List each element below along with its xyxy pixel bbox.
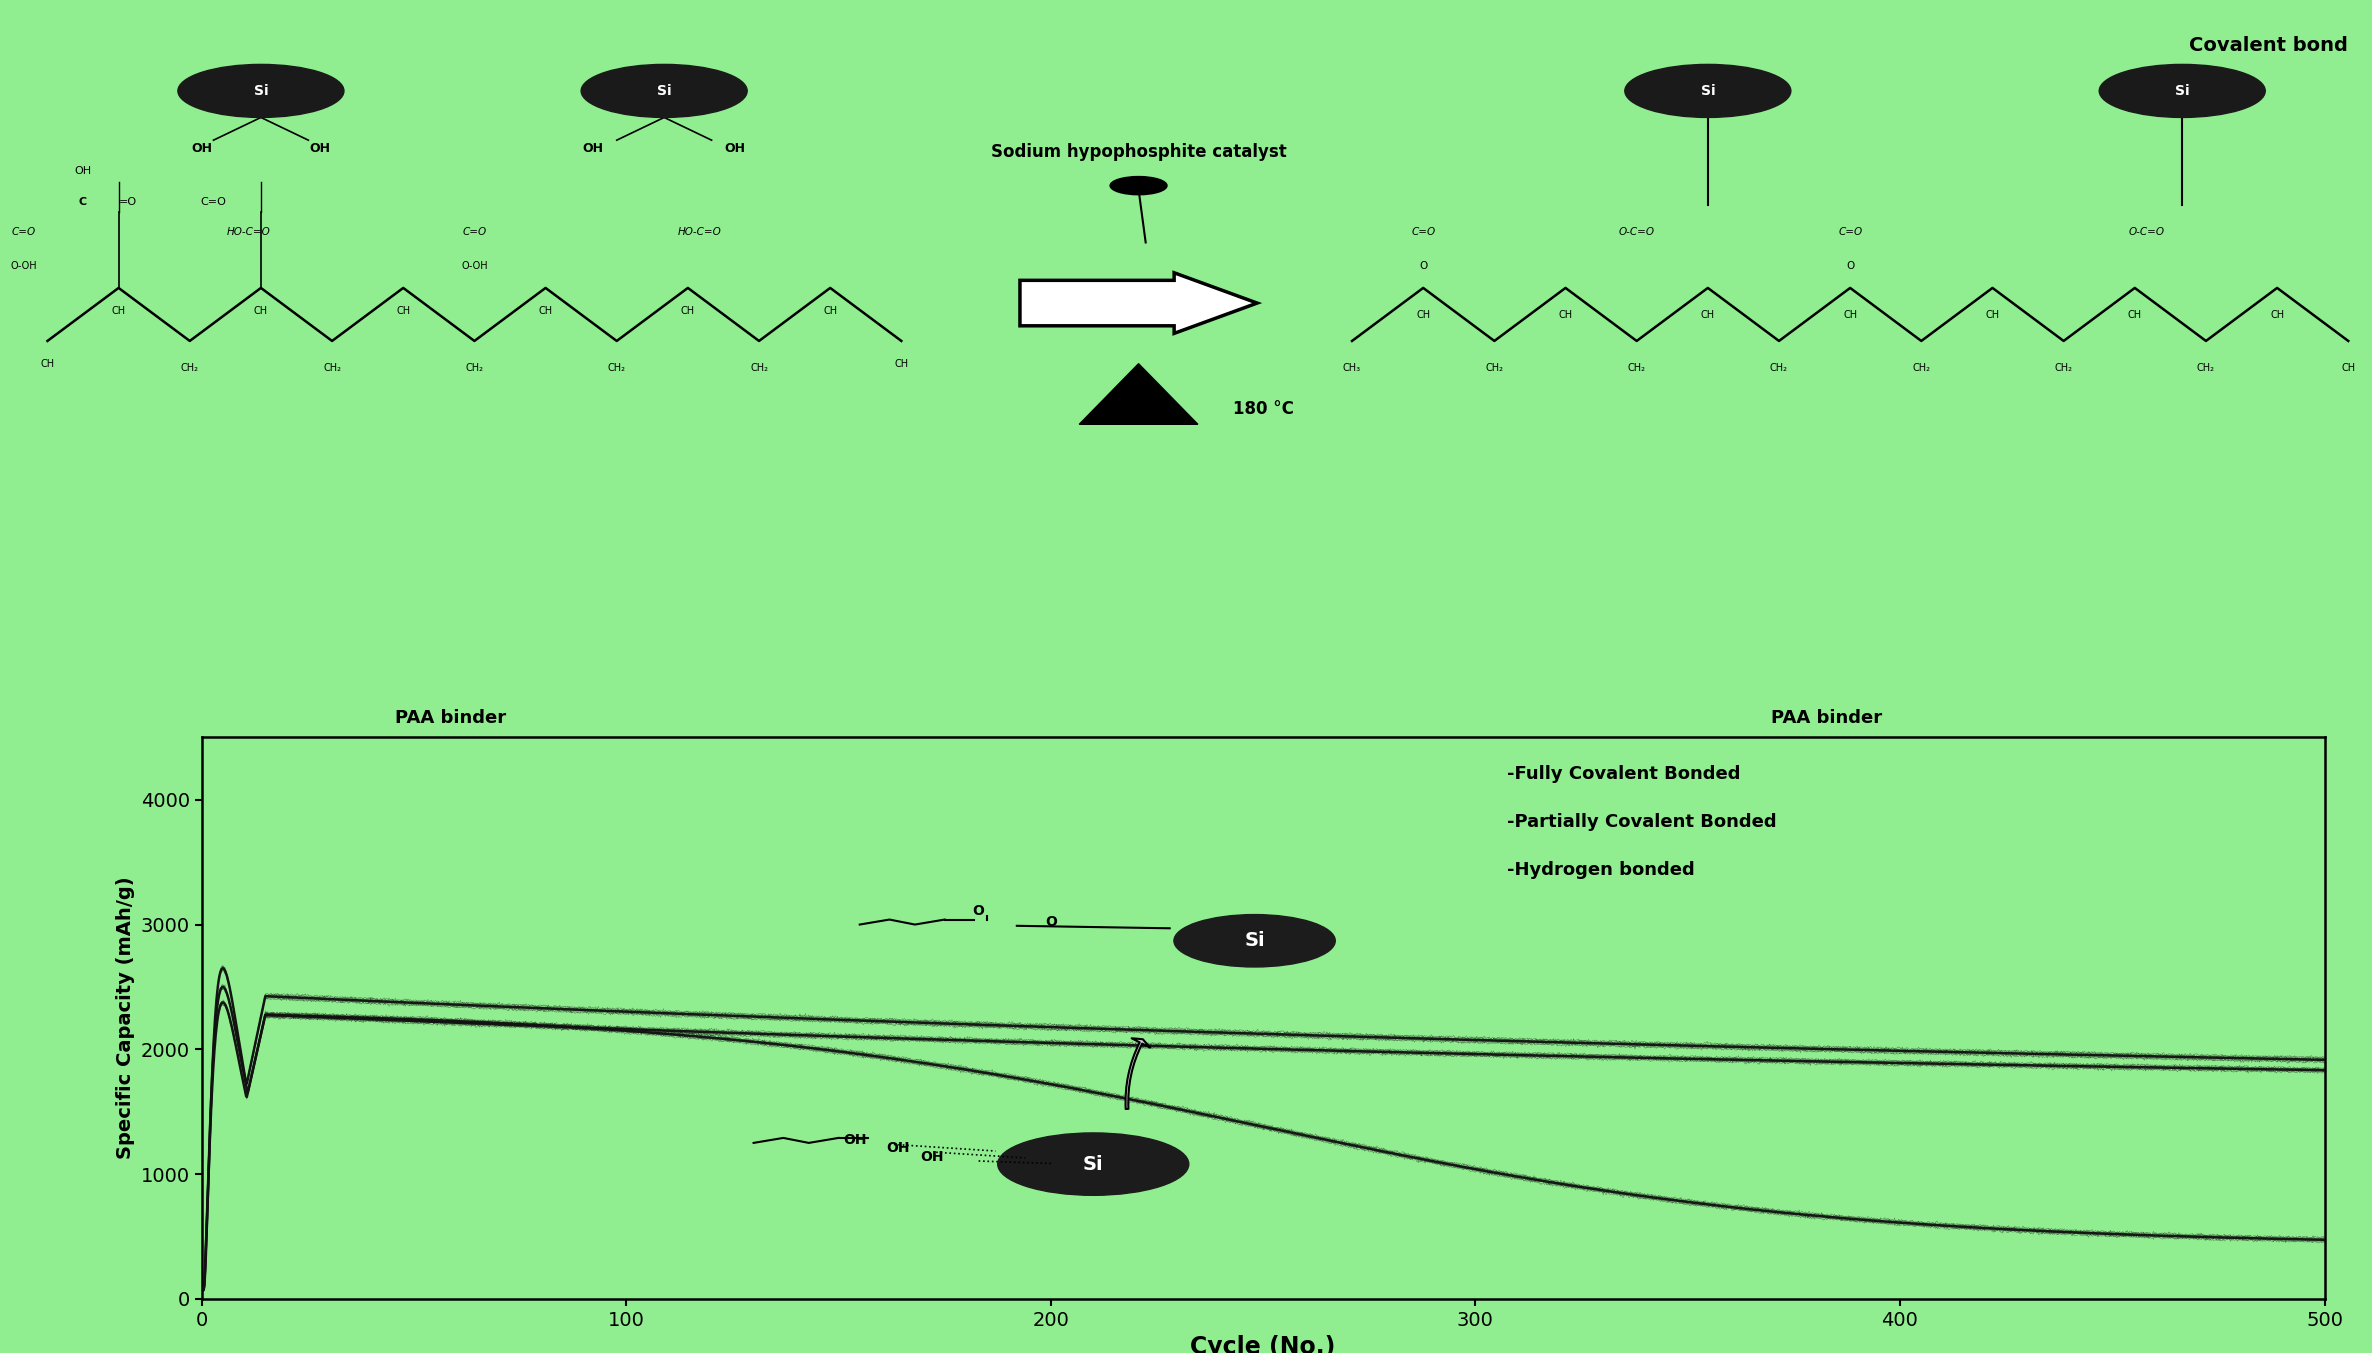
- Y-axis label: Specific Capacity (mAh/g): Specific Capacity (mAh/g): [116, 877, 135, 1160]
- Text: -Hydrogen bonded: -Hydrogen bonded: [1506, 861, 1696, 879]
- Ellipse shape: [999, 1132, 1188, 1195]
- Text: CH₂: CH₂: [323, 363, 342, 373]
- Text: OH: OH: [311, 142, 330, 154]
- Text: CH: CH: [254, 306, 268, 317]
- Text: O-OH: O-OH: [9, 261, 38, 271]
- X-axis label: Cycle (No.): Cycle (No.): [1191, 1335, 1335, 1353]
- Text: CH: CH: [894, 360, 908, 369]
- Text: HO-C=O: HO-C=O: [678, 227, 721, 237]
- Text: O-OH: O-OH: [460, 261, 489, 271]
- Text: C=O: C=O: [202, 196, 225, 207]
- Text: CH: CH: [1843, 310, 1857, 321]
- Text: C=O: C=O: [1411, 227, 1435, 237]
- Text: PAA binder: PAA binder: [1772, 709, 1881, 728]
- Text: OH: OH: [887, 1142, 911, 1155]
- Text: Si: Si: [657, 84, 671, 97]
- Text: OH: OH: [192, 142, 211, 154]
- Circle shape: [178, 65, 344, 118]
- Text: Si: Si: [254, 84, 268, 97]
- Text: CH: CH: [823, 306, 837, 317]
- Text: Si: Si: [2175, 84, 2189, 97]
- Text: Covalent bond: Covalent bond: [2189, 37, 2348, 55]
- Text: OH: OH: [584, 142, 602, 154]
- Text: CH₂: CH₂: [607, 363, 626, 373]
- Text: O: O: [1845, 261, 1855, 271]
- Text: HO-C=O: HO-C=O: [228, 227, 270, 237]
- Ellipse shape: [1174, 915, 1335, 967]
- Text: CH₃: CH₃: [1343, 363, 1362, 373]
- Text: 180 °C: 180 °C: [1233, 400, 1295, 418]
- Text: C: C: [78, 196, 88, 207]
- Text: CH: CH: [396, 306, 410, 317]
- Text: Si: Si: [1701, 84, 1715, 97]
- Text: PAA binder: PAA binder: [396, 709, 505, 728]
- Text: CH: CH: [538, 306, 553, 317]
- Text: CH: CH: [2270, 310, 2284, 321]
- Circle shape: [2099, 65, 2265, 118]
- Text: CH: CH: [111, 306, 126, 317]
- Text: CH: CH: [1985, 310, 2000, 321]
- FancyArrow shape: [1020, 273, 1257, 333]
- Text: CH₂: CH₂: [750, 363, 769, 373]
- Text: CH₂: CH₂: [1770, 363, 1788, 373]
- Text: CH₂: CH₂: [180, 363, 199, 373]
- Text: CH: CH: [1558, 310, 1573, 321]
- Text: CH₂: CH₂: [2196, 363, 2215, 373]
- Text: CH: CH: [40, 360, 55, 369]
- Text: CH₂: CH₂: [1912, 363, 1931, 373]
- Text: OH: OH: [74, 166, 93, 176]
- Text: CH₂: CH₂: [465, 363, 484, 373]
- Text: Si: Si: [1084, 1154, 1103, 1173]
- Text: C=O: C=O: [463, 227, 486, 237]
- Text: Sodium hypophosphite catalyst: Sodium hypophosphite catalyst: [991, 142, 1286, 161]
- Text: CH: CH: [681, 306, 695, 317]
- Text: -Fully Covalent Bonded: -Fully Covalent Bonded: [1506, 766, 1741, 783]
- Text: CH₂: CH₂: [1627, 363, 1646, 373]
- Text: -Partially Covalent Bonded: -Partially Covalent Bonded: [1506, 813, 1777, 831]
- Text: C=O: C=O: [1838, 227, 1862, 237]
- Circle shape: [581, 65, 747, 118]
- Text: O-C=O: O-C=O: [1618, 227, 1656, 237]
- Text: CH: CH: [2341, 363, 2355, 373]
- Text: CH₂: CH₂: [1485, 363, 1504, 373]
- Text: CH: CH: [1416, 310, 1430, 321]
- Text: CH: CH: [1701, 310, 1715, 321]
- Text: O: O: [973, 904, 984, 919]
- Polygon shape: [1079, 364, 1198, 425]
- Text: OH: OH: [726, 142, 745, 154]
- Text: O: O: [1418, 261, 1428, 271]
- Text: OH: OH: [844, 1134, 868, 1147]
- Circle shape: [1110, 176, 1167, 195]
- Text: O-C=O: O-C=O: [2128, 227, 2166, 237]
- Text: C=O: C=O: [12, 227, 36, 237]
- Text: =O: =O: [119, 196, 138, 207]
- Text: OH: OH: [920, 1150, 944, 1164]
- Text: CH₂: CH₂: [2054, 363, 2073, 373]
- Text: Si: Si: [1245, 931, 1264, 950]
- Text: CH: CH: [2128, 310, 2142, 321]
- Circle shape: [1625, 65, 1791, 118]
- Text: O: O: [1044, 915, 1058, 928]
